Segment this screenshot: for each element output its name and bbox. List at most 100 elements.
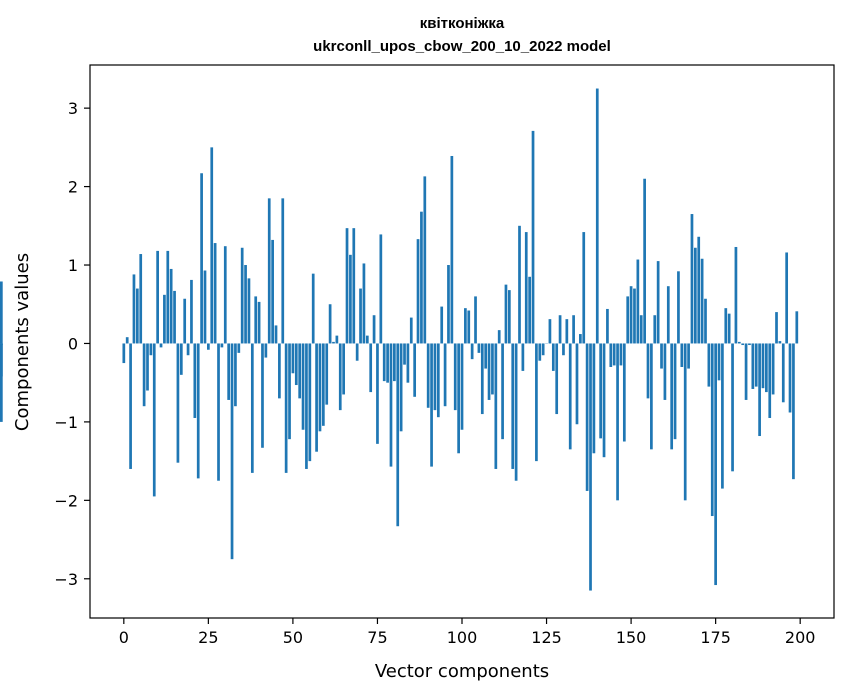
bar	[393, 343, 396, 382]
bar	[457, 343, 460, 454]
bar	[122, 343, 126, 364]
bar	[135, 288, 139, 344]
bar	[423, 176, 427, 344]
bar	[345, 228, 349, 344]
bar	[477, 343, 481, 353]
bar	[579, 334, 582, 344]
chart-subtitle: ukrconll_upos_cbow_200_10_2022 model	[313, 38, 611, 55]
bar	[710, 343, 714, 517]
bar	[575, 343, 579, 425]
bar	[281, 198, 285, 344]
bar	[714, 343, 717, 586]
x-axis-ticks: 0 25 50 75 100 125 150 175 200	[119, 618, 815, 647]
y-tick-label: −3	[54, 570, 78, 589]
bar	[396, 343, 400, 527]
bar	[240, 247, 244, 344]
x-tick-label: 175	[700, 628, 731, 647]
bar	[325, 343, 329, 405]
bar	[464, 308, 467, 344]
bar	[474, 296, 477, 344]
bar	[132, 274, 136, 344]
bars-layer	[0, 88, 799, 591]
bar	[606, 308, 609, 344]
bar	[433, 343, 437, 411]
bar	[379, 234, 383, 344]
bar	[690, 214, 694, 344]
bar	[409, 317, 413, 344]
bar	[636, 259, 640, 344]
bar	[234, 343, 237, 407]
bar	[298, 343, 302, 399]
bar	[376, 343, 379, 444]
bar	[707, 343, 711, 387]
bar	[494, 343, 498, 469]
bar	[450, 155, 454, 344]
bar	[538, 343, 542, 361]
bar	[399, 343, 403, 432]
bar	[403, 343, 406, 365]
bar	[765, 343, 768, 393]
bar	[159, 343, 163, 348]
bar	[768, 343, 772, 418]
bar	[237, 343, 241, 353]
bar	[778, 341, 782, 344]
bar	[294, 343, 298, 386]
bar	[663, 343, 667, 400]
bar	[653, 315, 657, 344]
bar	[284, 343, 288, 473]
bar	[548, 319, 552, 344]
bar	[551, 343, 555, 371]
bar	[0, 343, 3, 422]
bar	[163, 294, 166, 344]
bar	[328, 304, 332, 344]
bar	[220, 343, 224, 348]
bar	[737, 341, 741, 344]
bar	[467, 310, 471, 344]
bar	[416, 239, 420, 344]
bar	[507, 290, 511, 344]
bar	[670, 343, 674, 450]
bar	[257, 301, 261, 344]
bar	[217, 343, 220, 481]
bar	[673, 343, 677, 440]
bar	[352, 228, 356, 344]
bar	[125, 337, 129, 344]
bar	[382, 343, 386, 382]
bar	[639, 315, 643, 344]
bar	[646, 343, 650, 399]
bar	[741, 343, 745, 346]
bar	[156, 250, 159, 344]
bar	[602, 343, 606, 458]
bar	[335, 335, 339, 344]
bar	[680, 343, 684, 367]
bar	[724, 308, 728, 344]
bar	[751, 343, 755, 389]
bar	[524, 232, 528, 344]
bar	[731, 343, 734, 472]
bar	[734, 246, 738, 344]
bar	[758, 343, 761, 437]
bar	[460, 343, 464, 430]
bar	[771, 343, 775, 395]
bar	[203, 270, 207, 344]
bar	[261, 343, 264, 448]
bar	[179, 343, 183, 375]
x-tick-label: 75	[367, 628, 387, 647]
bar	[595, 88, 599, 344]
bar	[748, 343, 751, 346]
bar	[436, 343, 440, 418]
bar	[693, 247, 697, 344]
bar	[650, 343, 653, 450]
x-tick-label: 25	[198, 628, 218, 647]
bar	[223, 246, 227, 344]
bar	[129, 343, 132, 469]
bar	[589, 343, 592, 591]
bar	[491, 343, 494, 395]
bar	[0, 281, 3, 344]
plot-frame	[89, 64, 835, 619]
bar	[139, 254, 143, 344]
bar	[518, 225, 521, 344]
y-tick-label: 1	[68, 256, 78, 275]
bar	[440, 306, 444, 344]
bar	[190, 279, 193, 344]
